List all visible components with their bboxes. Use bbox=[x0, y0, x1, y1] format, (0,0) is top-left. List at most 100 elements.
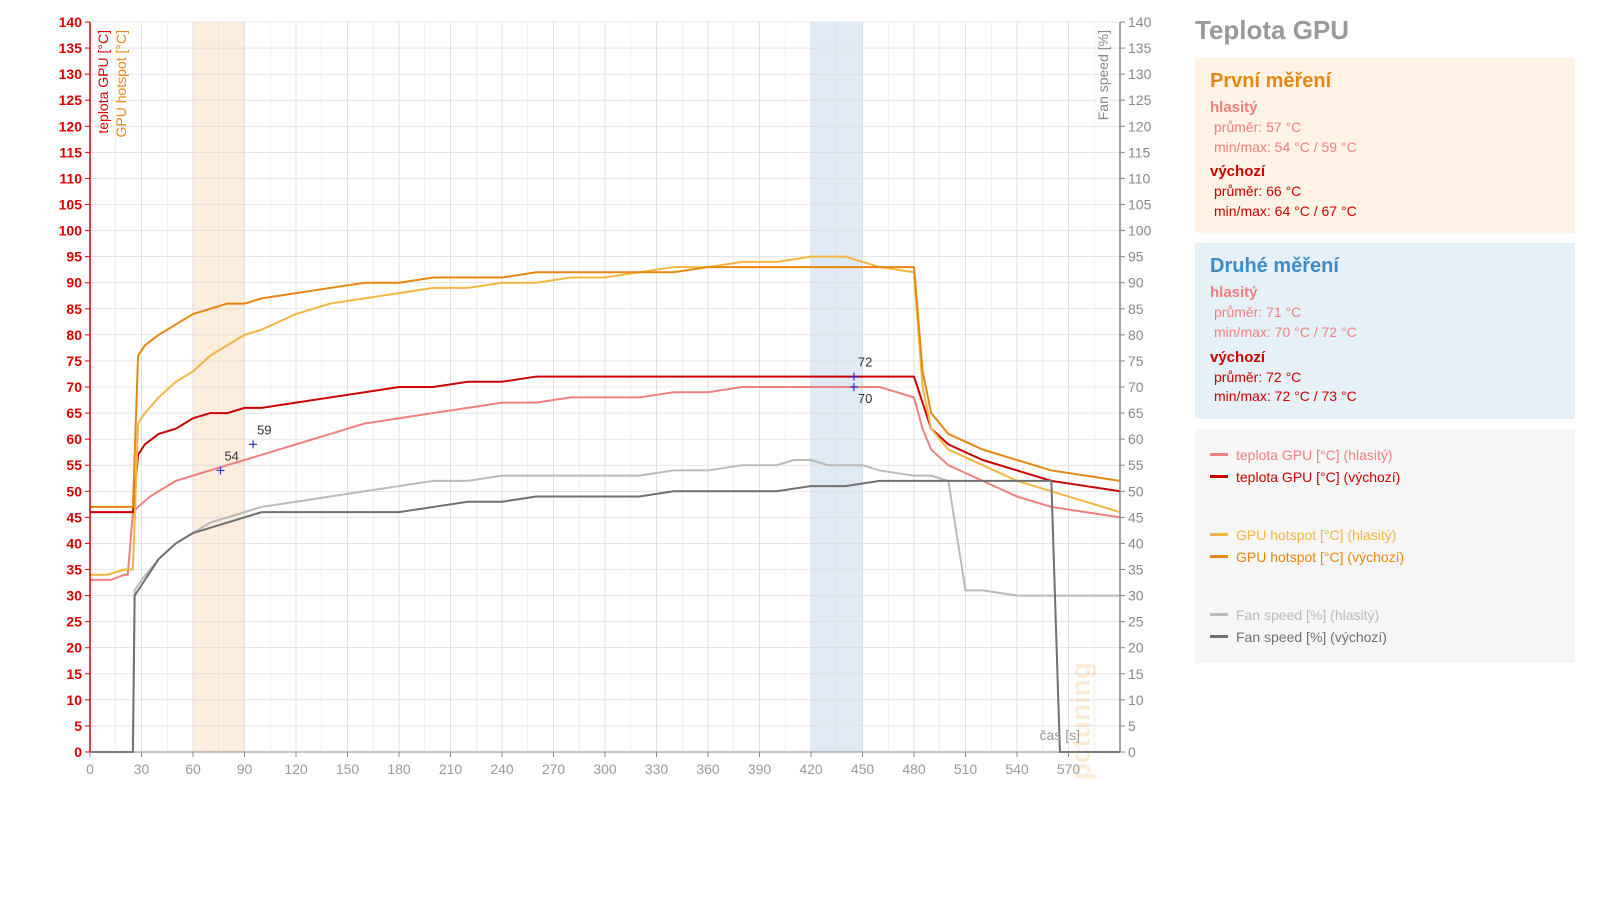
panel-second-measurement: Druhé měření hlasitý průměr: 71 °C min/m… bbox=[1195, 243, 1575, 418]
svg-text:čas [s]: čas [s] bbox=[1040, 727, 1080, 743]
legend-dash bbox=[1210, 533, 1228, 536]
svg-text:70: 70 bbox=[858, 391, 872, 406]
svg-text:35: 35 bbox=[66, 562, 82, 578]
svg-text:5: 5 bbox=[74, 718, 82, 734]
svg-text:135: 135 bbox=[59, 40, 83, 56]
svg-text:5: 5 bbox=[1128, 718, 1136, 734]
legend-label: Fan speed [%] (hlasitý) bbox=[1236, 607, 1379, 623]
svg-text:540: 540 bbox=[1005, 761, 1029, 777]
legend-label: teplota GPU [°C] (výchozí) bbox=[1236, 469, 1400, 485]
svg-text:35: 35 bbox=[1128, 562, 1144, 578]
svg-text:85: 85 bbox=[1128, 301, 1144, 317]
svg-text:130: 130 bbox=[1128, 66, 1152, 82]
panel1-sub2-minmax: min/max: 64 °C / 67 °C bbox=[1214, 202, 1560, 222]
legend-item: teplota GPU [°C] (hlasitý) bbox=[1210, 447, 1560, 463]
panel1-sub2-title: výchozí bbox=[1210, 163, 1560, 180]
svg-text:20: 20 bbox=[1128, 640, 1144, 656]
svg-text:Fan speed [%]: Fan speed [%] bbox=[1095, 30, 1111, 120]
svg-text:30: 30 bbox=[134, 761, 150, 777]
legend-item: GPU hotspot [°C] (výchozí) bbox=[1210, 549, 1560, 565]
legend-label: teplota GPU [°C] (hlasitý) bbox=[1236, 447, 1393, 463]
svg-text:90: 90 bbox=[1128, 275, 1144, 291]
svg-text:45: 45 bbox=[1128, 509, 1144, 525]
svg-text:150: 150 bbox=[336, 761, 360, 777]
svg-text:210: 210 bbox=[439, 761, 463, 777]
svg-text:55: 55 bbox=[66, 457, 82, 473]
svg-text:300: 300 bbox=[593, 761, 617, 777]
svg-text:20: 20 bbox=[66, 640, 82, 656]
svg-text:95: 95 bbox=[66, 249, 82, 265]
panel1-sub1-minmax: min/max: 54 °C / 59 °C bbox=[1214, 138, 1560, 158]
svg-text:80: 80 bbox=[1128, 327, 1144, 343]
chart-area: pctuning05101520253035404550556065707580… bbox=[10, 10, 1185, 810]
svg-text:30: 30 bbox=[66, 588, 82, 604]
legend-dash bbox=[1210, 635, 1228, 638]
svg-text:30: 30 bbox=[1128, 588, 1144, 604]
svg-text:240: 240 bbox=[490, 761, 514, 777]
svg-text:110: 110 bbox=[59, 170, 82, 186]
svg-text:25: 25 bbox=[66, 614, 82, 630]
svg-text:65: 65 bbox=[66, 405, 82, 421]
svg-text:420: 420 bbox=[799, 761, 823, 777]
svg-text:480: 480 bbox=[902, 761, 926, 777]
svg-text:teplota GPU [°C]: teplota GPU [°C] bbox=[95, 30, 111, 134]
info-sidebar: Teplota GPU První měření hlasitý průměr:… bbox=[1185, 0, 1585, 898]
legend-dash bbox=[1210, 555, 1228, 558]
svg-text:50: 50 bbox=[66, 483, 82, 499]
svg-text:GPU hotspot [°C]: GPU hotspot [°C] bbox=[113, 30, 129, 138]
legend-dash bbox=[1210, 613, 1228, 616]
svg-text:65: 65 bbox=[1128, 405, 1144, 421]
panel2-sub2-minmax: min/max: 72 °C / 73 °C bbox=[1214, 387, 1560, 407]
svg-text:0: 0 bbox=[86, 761, 94, 777]
svg-text:0: 0 bbox=[1128, 744, 1136, 760]
panel1-sub1-avg: průměr: 57 °C bbox=[1214, 118, 1560, 138]
svg-text:330: 330 bbox=[645, 761, 669, 777]
svg-text:100: 100 bbox=[1128, 223, 1152, 239]
svg-text:70: 70 bbox=[1128, 379, 1144, 395]
svg-text:15: 15 bbox=[66, 666, 82, 682]
legend-item: Fan speed [%] (hlasitý) bbox=[1210, 607, 1560, 623]
svg-text:180: 180 bbox=[387, 761, 411, 777]
svg-text:135: 135 bbox=[1128, 40, 1152, 56]
svg-text:80: 80 bbox=[66, 327, 82, 343]
svg-text:360: 360 bbox=[696, 761, 720, 777]
svg-text:85: 85 bbox=[66, 301, 82, 317]
svg-text:54: 54 bbox=[224, 448, 238, 463]
svg-text:110: 110 bbox=[1128, 170, 1151, 186]
svg-text:120: 120 bbox=[59, 118, 83, 134]
legend-panel: teplota GPU [°C] (hlasitý) teplota GPU [°… bbox=[1195, 429, 1575, 663]
svg-text:70: 70 bbox=[66, 379, 82, 395]
legend-dash bbox=[1210, 475, 1228, 478]
svg-text:75: 75 bbox=[1128, 353, 1144, 369]
legend-item: GPU hotspot [°C] (hlasitý) bbox=[1210, 527, 1560, 543]
svg-text:55: 55 bbox=[1128, 457, 1144, 473]
svg-text:450: 450 bbox=[851, 761, 875, 777]
svg-text:75: 75 bbox=[66, 353, 82, 369]
legend-item: Fan speed [%] (výchozí) bbox=[1210, 629, 1560, 645]
panel1-sub2-avg: průměr: 66 °C bbox=[1214, 182, 1560, 202]
legend-label: GPU hotspot [°C] (výchozí) bbox=[1236, 549, 1404, 565]
svg-text:570: 570 bbox=[1057, 761, 1081, 777]
legend-label: GPU hotspot [°C] (hlasitý) bbox=[1236, 527, 1396, 543]
svg-text:10: 10 bbox=[66, 692, 82, 708]
legend-label: Fan speed [%] (výchozí) bbox=[1236, 629, 1387, 645]
main-title: Teplota GPU bbox=[1195, 15, 1575, 46]
svg-text:105: 105 bbox=[1128, 197, 1152, 213]
svg-text:100: 100 bbox=[59, 223, 83, 239]
svg-text:115: 115 bbox=[1128, 144, 1151, 160]
line-chart: pctuning05101520253035404550556065707580… bbox=[10, 10, 1185, 800]
svg-text:510: 510 bbox=[954, 761, 978, 777]
panel2-sub1-minmax: min/max: 70 °C / 72 °C bbox=[1214, 323, 1560, 343]
svg-text:105: 105 bbox=[59, 197, 83, 213]
svg-text:50: 50 bbox=[1128, 483, 1144, 499]
svg-text:0: 0 bbox=[74, 744, 82, 760]
svg-text:40: 40 bbox=[66, 535, 82, 551]
svg-text:120: 120 bbox=[1128, 118, 1152, 134]
panel2-sub2-title: výchozí bbox=[1210, 349, 1560, 366]
svg-text:390: 390 bbox=[748, 761, 772, 777]
svg-text:95: 95 bbox=[1128, 249, 1144, 265]
svg-text:10: 10 bbox=[1128, 692, 1144, 708]
svg-text:125: 125 bbox=[59, 92, 83, 108]
panel1-title: První měření bbox=[1210, 70, 1560, 93]
svg-text:130: 130 bbox=[59, 66, 83, 82]
